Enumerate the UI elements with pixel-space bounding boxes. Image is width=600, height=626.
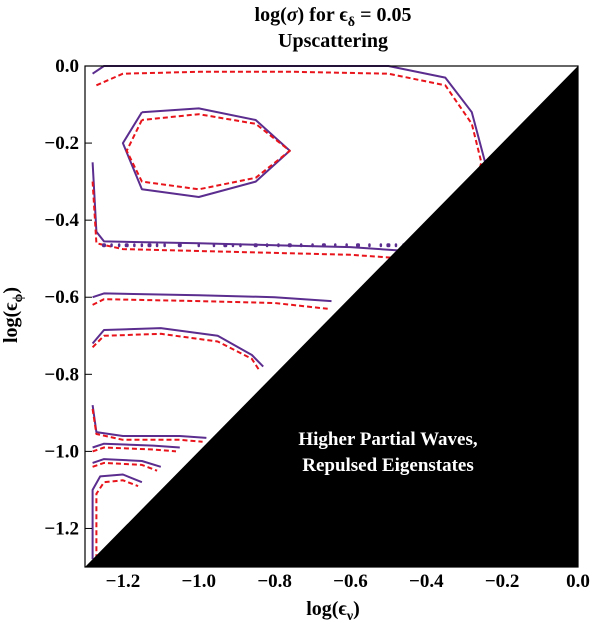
contour-fragment <box>287 243 292 248</box>
x-tick-label: −0.2 <box>485 571 520 592</box>
y-tick-label: −0.8 <box>44 364 79 385</box>
contour-dashed-7 <box>92 298 328 310</box>
contour-fragment <box>334 243 337 248</box>
contour-fragment <box>147 243 152 248</box>
contour-fragment <box>163 243 166 248</box>
contour-fragment <box>140 243 144 248</box>
contour-fragment <box>124 243 129 248</box>
contour-fragment <box>102 243 106 248</box>
y-tick-label: −0.4 <box>44 210 79 231</box>
x-tick-label: −1.2 <box>106 571 141 592</box>
x-tick-label: −1.0 <box>181 571 216 592</box>
y-tick-label: 0.0 <box>55 56 79 77</box>
contour-fragment <box>299 243 303 248</box>
x-tick-label: −0.8 <box>257 571 292 592</box>
contour-fragment <box>177 243 182 248</box>
contour-dashed-15 <box>92 461 158 472</box>
contour-fragment <box>386 243 391 248</box>
contour-fragment <box>133 243 136 248</box>
contour-dashed-17 <box>95 479 139 560</box>
contour-fragment <box>223 243 228 248</box>
axis-ticks: −1.2 −1.0 −0.8 −0.6 −0.4 −0.2 0.0 0.0 −0.2 −0.4 −0… <box>44 56 589 592</box>
contour-fragment <box>231 243 235 248</box>
plot-frame <box>84 65 579 568</box>
x-tick-label: −0.6 <box>333 571 368 592</box>
y-tick-label: −1.2 <box>44 518 79 539</box>
excluded-region-label-line-2: Repulsed Eigenstates <box>302 455 474 476</box>
y-axis-label: log(ϵϕ) <box>0 287 26 343</box>
contour-fragment <box>356 243 360 248</box>
contour-dashed-9 <box>91 332 261 372</box>
contour-solid-2 <box>121 107 291 198</box>
x-tick-label: 0.0 <box>566 571 590 592</box>
chart-subtitle: Upscattering <box>278 30 388 52</box>
contour-solid-16 <box>91 473 143 560</box>
contour-fragment <box>368 243 371 248</box>
contour-dashed-3 <box>125 113 291 191</box>
contour-fragment <box>379 243 383 248</box>
contour-fragment <box>155 243 159 248</box>
contour-fragment <box>110 243 113 248</box>
contour-solid-6 <box>92 292 332 303</box>
contour-solid-12 <box>92 442 180 449</box>
contour-fragment <box>239 243 242 248</box>
y-tick-label: −0.2 <box>44 133 79 154</box>
contour-fragment <box>311 243 314 248</box>
contour-dashed-1 <box>95 70 483 206</box>
contour-fragment <box>197 243 200 248</box>
contour-solid-14 <box>92 458 162 468</box>
contour-dashed-13 <box>92 446 177 453</box>
excluded-region-label-line-1: Higher Partial Waves, <box>298 429 478 450</box>
y-tick-label: −1.0 <box>44 441 79 462</box>
contour-solid-0 <box>92 65 487 210</box>
contour-fragment <box>394 243 398 248</box>
contour-fragment <box>345 243 348 248</box>
y-tick-label: −0.6 <box>44 287 79 308</box>
contour-fragment <box>117 243 121 248</box>
x-axis-label: log(ϵν) <box>306 598 360 624</box>
contour-fragment <box>253 243 258 248</box>
contour-fragment <box>277 243 280 248</box>
contour-fragment <box>212 243 216 248</box>
chart-title: log(σ) for ϵδ = 0.05 <box>255 4 412 30</box>
x-tick-label: −0.4 <box>409 571 444 592</box>
contour-solid-10 <box>91 404 207 439</box>
contour-solid-8 <box>91 327 264 368</box>
contour-fragment <box>265 243 269 248</box>
excluded-region <box>85 66 578 567</box>
contour-dashed-11 <box>91 408 203 443</box>
contour-fragment <box>321 243 326 248</box>
